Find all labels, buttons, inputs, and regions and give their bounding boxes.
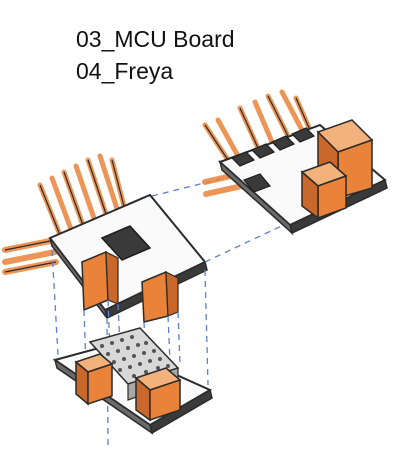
mcu-board-assembly <box>2 153 208 323</box>
label-mcu-board: 03_MCU Board <box>76 26 235 52</box>
right-board-front-block <box>300 161 348 220</box>
mcu-connector-left <box>81 250 109 312</box>
freya-board-assembly <box>52 327 213 435</box>
freya-cube-right <box>134 367 182 422</box>
right-board-assembly <box>202 89 388 236</box>
label-freya: 04_Freya <box>76 58 174 84</box>
freya-module-dots <box>100 335 170 378</box>
freya-cube-left <box>74 353 114 406</box>
mcu-chip <box>100 225 152 261</box>
right-board-tall-block <box>316 119 374 200</box>
right-board-chips <box>230 127 316 193</box>
